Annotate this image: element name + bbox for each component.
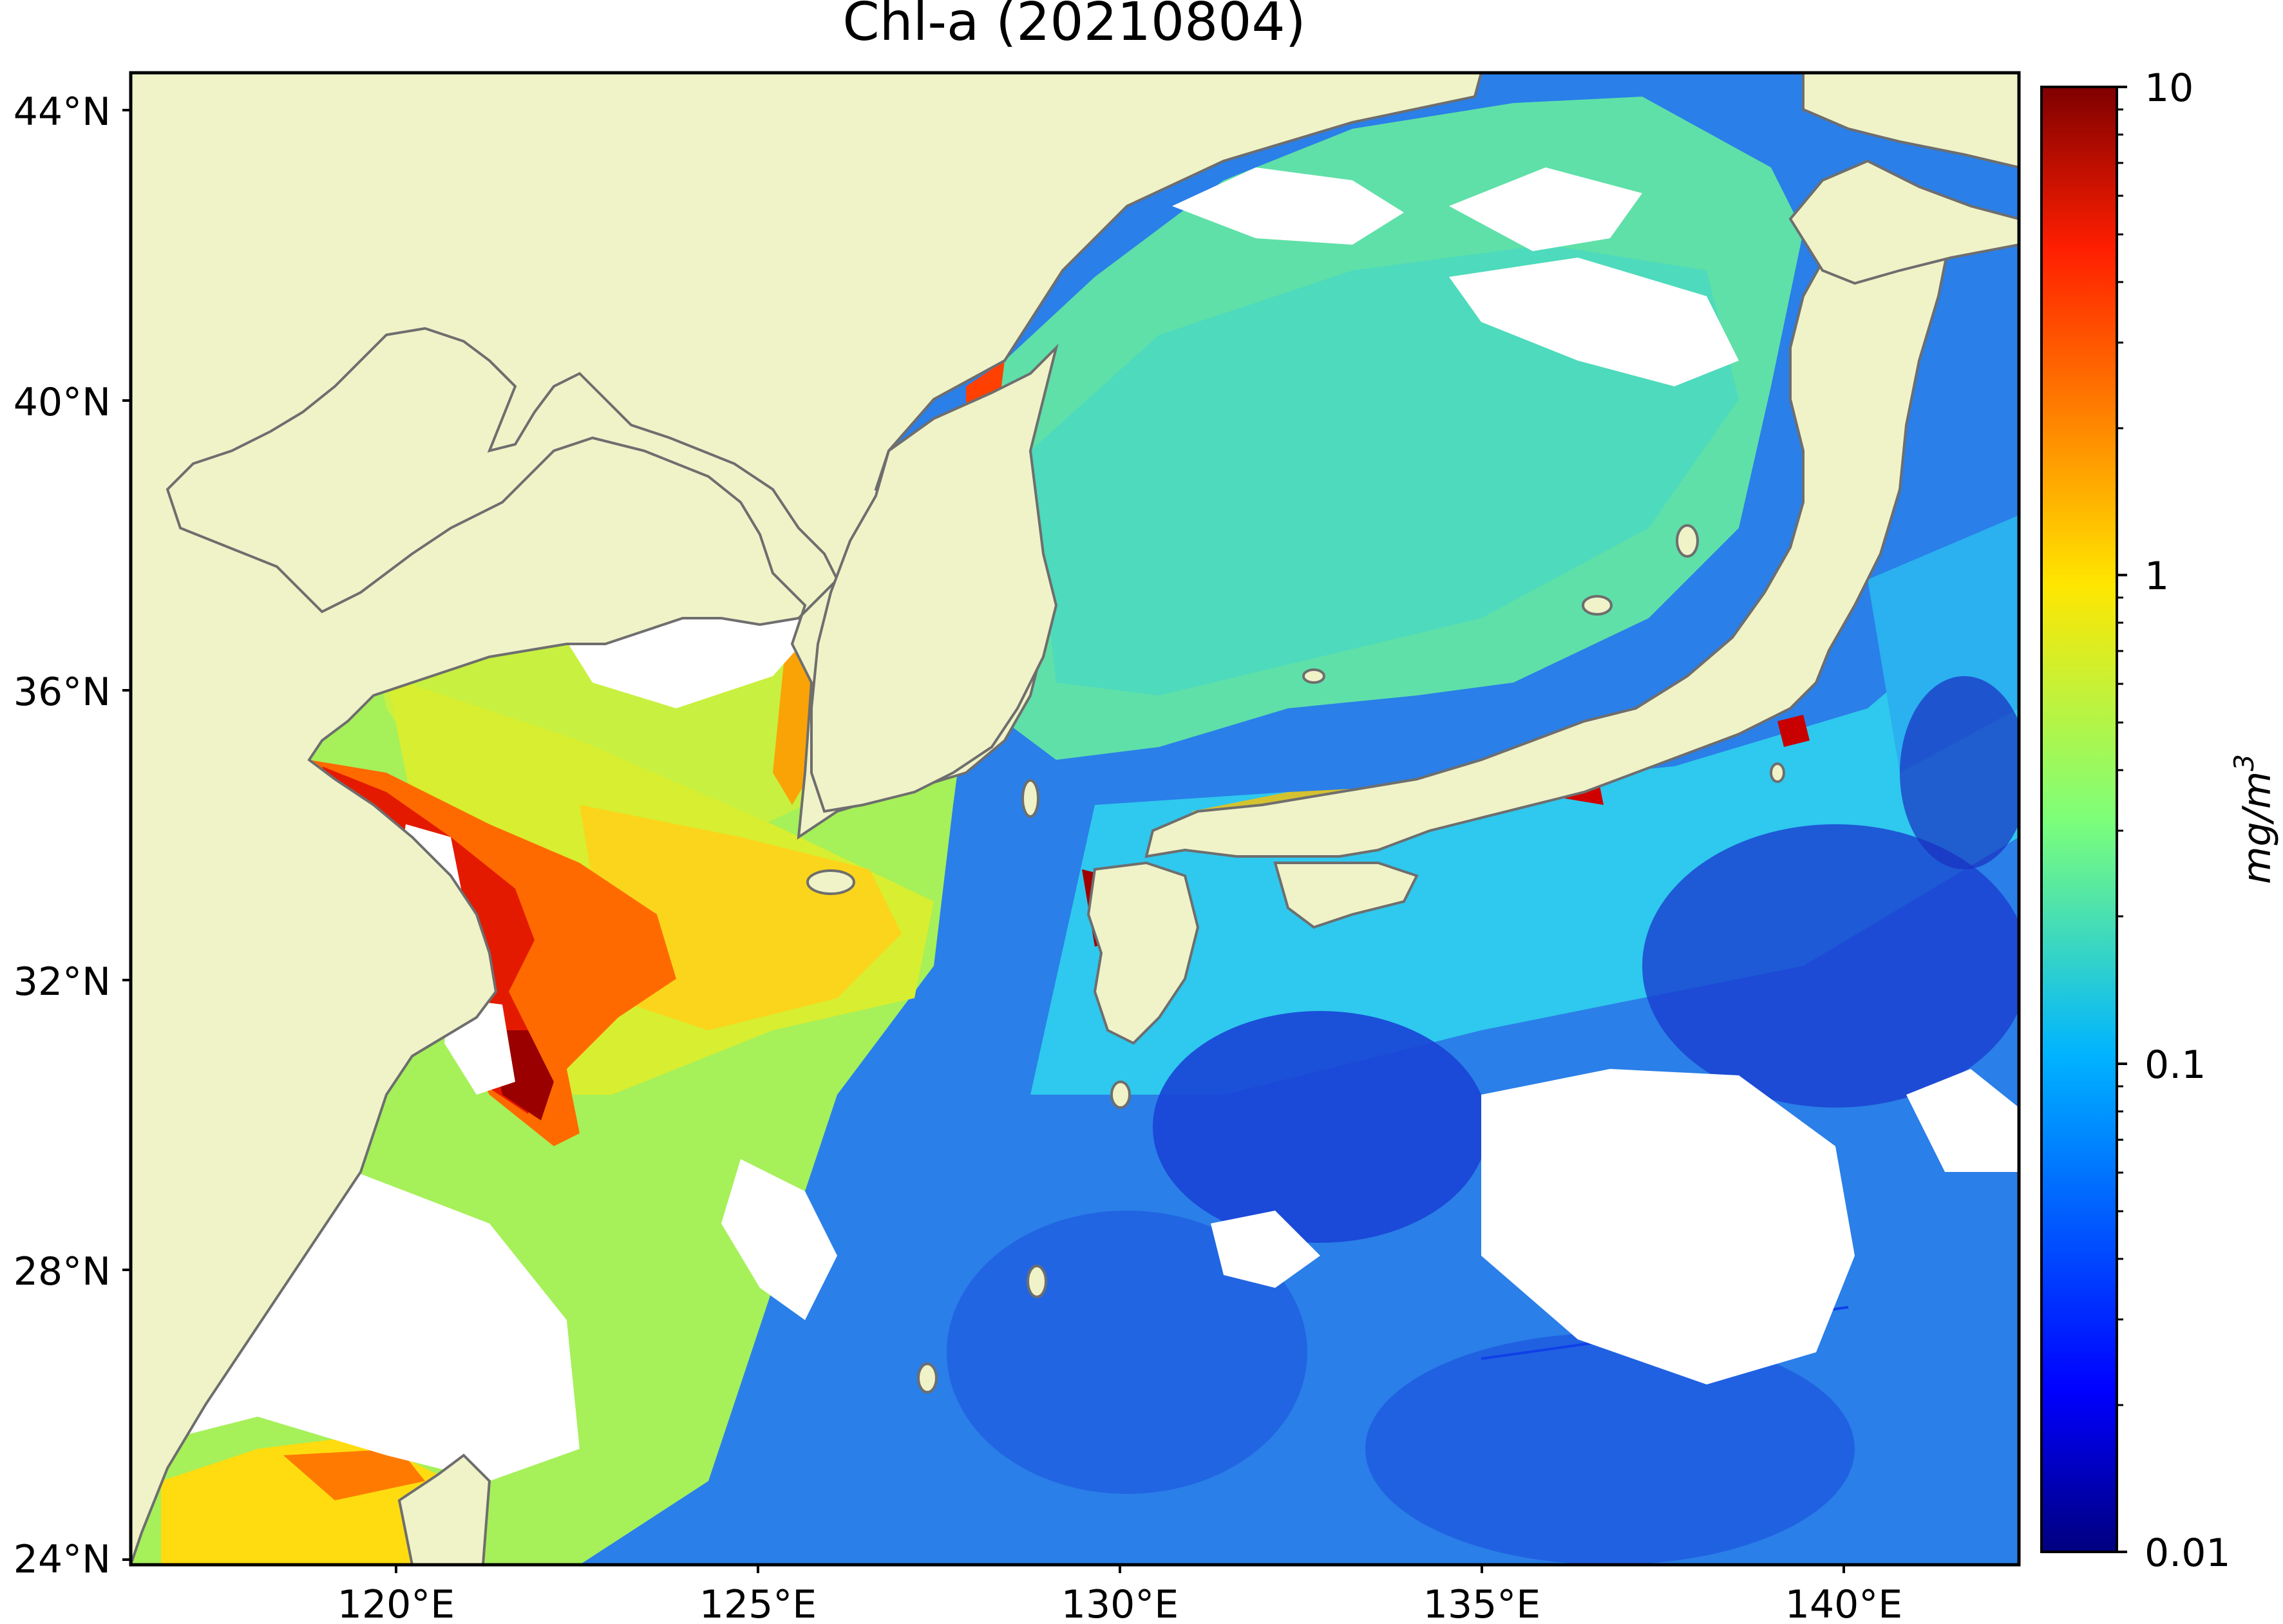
colorbar-tick: 0.01: [2145, 1531, 2231, 1576]
lon-label: 135°E: [1423, 1582, 1540, 1624]
map-title: Chl-a (20210804): [842, 0, 1305, 53]
colorbar-label: mg/m3: [2228, 754, 2280, 884]
lon-label: 130°E: [1061, 1582, 1179, 1624]
map-area: [131, 73, 2019, 1565]
colorbar: 10 1 0.1 0.01 mg/m3: [2040, 66, 2280, 1576]
lon-label: 140°E: [1785, 1582, 1902, 1624]
lat-label: 36°N: [14, 670, 111, 715]
land: [131, 73, 2019, 1565]
lon-label: 125°E: [699, 1582, 817, 1624]
lat-label: 28°N: [14, 1249, 111, 1294]
colorbar-tick: 1: [2145, 554, 2169, 599]
map-frame: [129, 71, 2021, 1567]
colorbar-tick: 0.1: [2145, 1043, 2206, 1088]
latitude-axis: 44°N 40°N 36°N 32°N 28°N 24°N: [14, 90, 131, 1582]
lat-label: 32°N: [14, 959, 111, 1005]
lon-label: 120°E: [337, 1582, 455, 1624]
longitude-axis: 120°E 125°E 130°E 135°E 140°E: [337, 1565, 1902, 1624]
colorbar-label-superscript: 3: [2228, 754, 2260, 771]
lat-label: 40°N: [14, 380, 111, 425]
lat-label: 24°N: [14, 1537, 111, 1582]
colorbar-tick: 10: [2145, 66, 2193, 111]
lat-label: 44°N: [14, 90, 111, 135]
colorbar-gradient: [2040, 86, 2118, 1553]
